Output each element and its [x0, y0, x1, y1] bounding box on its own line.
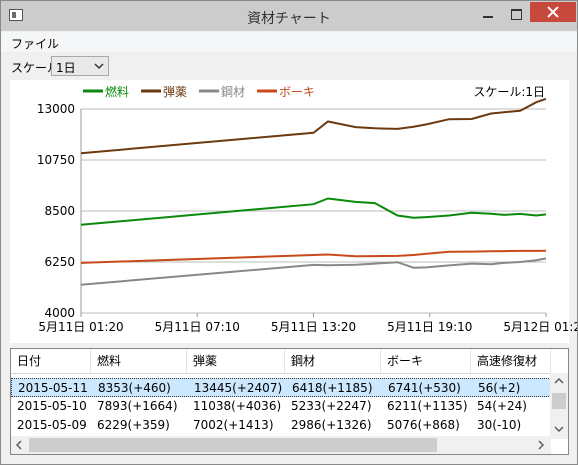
- cell-repair: 54(+24): [477, 399, 527, 413]
- column-header-ammo[interactable]: 弾薬: [187, 349, 285, 373]
- cell-repair: 56(+2): [478, 381, 521, 395]
- menu-file[interactable]: ファイル: [11, 37, 60, 51]
- scroll-right-icon[interactable]: [537, 440, 545, 450]
- vertical-scrollbar[interactable]: [550, 373, 568, 439]
- scroll-left-icon[interactable]: [15, 440, 23, 450]
- cell-fuel: 7893(+1664): [97, 399, 178, 413]
- series-line-1: [80, 97, 547, 155]
- x-tick-label: 5月11日 07:10: [155, 320, 240, 334]
- cell-ammo: 7002(+1413): [193, 418, 274, 432]
- cell-date: 2015-05-11: [18, 381, 88, 395]
- table-row[interactable]: 2015-05-11 8353(+460) 13445(+2407) 6418(…: [11, 378, 568, 397]
- cell-steel: 5233(+2247): [291, 399, 372, 413]
- y-tick-label: 10750: [37, 153, 75, 167]
- series-line-2: [80, 257, 547, 286]
- x-tick-label: 5月11日 19:10: [387, 320, 472, 334]
- y-tick-label: 4000: [44, 306, 75, 320]
- y-tick-label: 8500: [44, 204, 75, 218]
- cell-date: 2015-05-09: [17, 418, 87, 432]
- cell-steel: 2986(+1326): [291, 418, 372, 432]
- window-title: 資材チャート: [247, 11, 331, 27]
- x-tick-label: 5月11日 01:20: [38, 320, 123, 334]
- legend-label-0: 燃料: [105, 84, 129, 99]
- close-button[interactable]: [530, 2, 576, 22]
- horizontal-scrollbar[interactable]: [11, 436, 551, 454]
- table-row[interactable]: 2015-05-10 7893(+1664) 11038(+4036) 5233…: [11, 397, 568, 416]
- column-header-steel[interactable]: 鋼材: [285, 349, 381, 373]
- legend-label-1: 弾薬: [163, 85, 187, 99]
- legend-label-2: 鋼材: [221, 85, 245, 99]
- table-header: 日付 燃料 弾薬 鋼材 ボーキ 高速修復材: [11, 349, 568, 374]
- app-icon: [9, 9, 23, 21]
- column-header-fuel[interactable]: 燃料: [91, 349, 187, 373]
- legend-label-3: ボーキ: [279, 85, 315, 99]
- minimize-button[interactable]: [475, 4, 501, 26]
- menu-bar: ファイル: [1, 32, 577, 52]
- series-line-3: [80, 249, 547, 264]
- table-row[interactable]: 2015-05-09 6229(+359) 7002(+1413) 2986(+…: [11, 416, 568, 435]
- vertical-scroll-thumb[interactable]: [552, 393, 566, 409]
- cell-fuel: 8353(+460): [98, 381, 171, 395]
- title-bar[interactable]: 資材チャート: [1, 1, 577, 31]
- column-header-repair[interactable]: 高速修復材: [471, 349, 551, 373]
- cell-bauxite: 6741(+530): [388, 381, 461, 395]
- scale-label: スケール: [11, 61, 60, 75]
- cell-repair: 30(-10): [477, 418, 522, 432]
- cell-date: 2015-05-10: [17, 399, 87, 413]
- cell-fuel: 6229(+359): [97, 418, 170, 432]
- cell-bauxite: 6211(+1135): [387, 399, 468, 413]
- y-tick-label: 6250: [44, 255, 75, 269]
- scroll-up-icon[interactable]: [554, 377, 564, 385]
- column-header-date[interactable]: 日付: [11, 349, 91, 373]
- x-tick-label: 5月12日 01:20: [503, 320, 577, 334]
- cell-steel: 6418(+1185): [292, 381, 373, 395]
- chevron-down-icon: [94, 63, 104, 70]
- scale-annotation: スケール:1日: [473, 85, 545, 99]
- resource-table: 日付 燃料 弾薬 鋼材 ボーキ 高速修復材 2015-05-11 8353(+4…: [10, 348, 569, 455]
- column-header-bauxite[interactable]: ボーキ: [381, 349, 471, 373]
- scale-selected-value: 1日: [56, 61, 76, 75]
- series-line-0: [80, 197, 547, 226]
- cell-bauxite: 5076(+868): [387, 418, 460, 432]
- cell-ammo: 13445(+2407): [194, 381, 283, 395]
- scale-select[interactable]: 1日: [51, 56, 109, 76]
- cell-ammo: 11038(+4036): [193, 399, 282, 413]
- x-tick-label: 5月11日 13:20: [271, 320, 356, 334]
- y-tick-label: 13000: [37, 102, 75, 116]
- horizontal-scroll-thumb[interactable]: [29, 438, 437, 452]
- scale-toolbar: スケール 1日: [1, 54, 577, 78]
- maximize-button[interactable]: [503, 4, 529, 26]
- scroll-down-icon[interactable]: [554, 425, 564, 433]
